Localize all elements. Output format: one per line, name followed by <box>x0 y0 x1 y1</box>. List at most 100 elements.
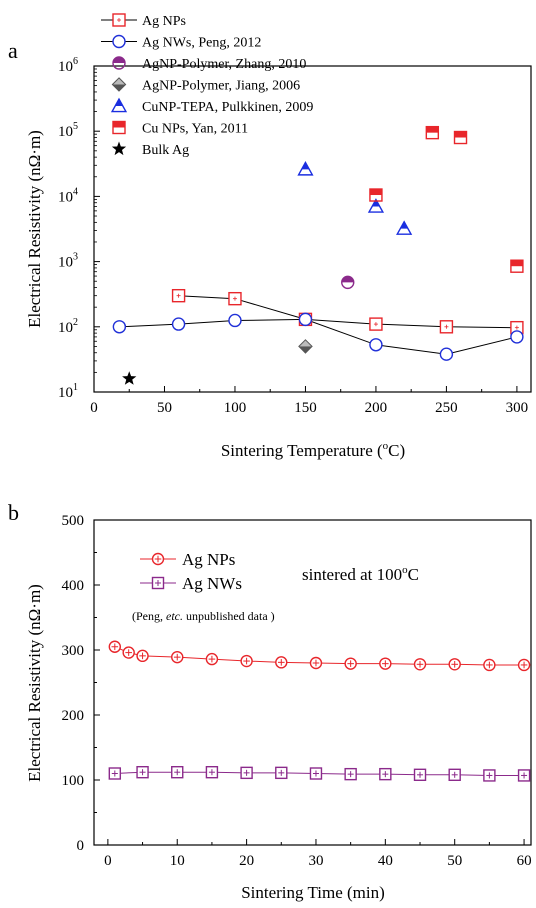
panel-b-point-ag-nws-1 <box>136 766 149 779</box>
panel-a-point-ag-nws-peng-2012-4 <box>369 338 383 352</box>
legend-a-marker-cunp-tepa-pulkkinen-2009 <box>110 97 128 113</box>
panel-a-point-cu-nps-yan-2011-2 <box>453 130 468 145</box>
panel-a-point-ag-nws-peng-2012-1 <box>171 317 186 331</box>
panel-b-x-tick-label-30: 30 <box>308 853 323 869</box>
panel-b-point-ag-nws-0 <box>108 767 122 780</box>
legend-a-label-ag-nws-peng-2012: Ag NWs, Peng, 2012 <box>142 36 261 51</box>
panel-b-point-ag-nws-9 <box>413 768 427 781</box>
panel-b-y-tick-label-500: 500 <box>62 513 85 529</box>
panel-a-y-axis-title: Electrical Resistivity (nΩ·m) <box>25 130 44 328</box>
panel-b-point-ag-nws-6 <box>309 767 323 780</box>
legend-a-marker-ag-nps <box>112 13 126 27</box>
panel-b-point-ag-nps-7 <box>309 656 323 670</box>
legend-b-label-ag-nws: Ag NWs <box>182 574 242 593</box>
legend-b-label-ag-nps: Ag NPs <box>182 550 235 569</box>
panel-b-point-ag-nps-0 <box>108 640 122 653</box>
panel-a-point-ag-nps-0 <box>171 288 186 303</box>
panel-a-legend: Ag NPs Ag NWs, Peng, 2012 AgNP-Polymer, Zh… <box>101 13 313 158</box>
panel-a-y-tick-label-1000000: 106 <box>58 56 78 75</box>
panel-b-point-ag-nws-12 <box>517 769 531 782</box>
panel-b-y-axis-title: Electrical Resistivity (nΩ·m) <box>25 584 44 782</box>
panel-a-point-ag-nps-3 <box>369 317 383 331</box>
panel-a-x-axis-title: Sintering Temperature (oC) <box>221 440 405 460</box>
panel-b-annotation: sintered at 100oC <box>302 564 419 584</box>
panel-a-y-tick-label-10: 101 <box>58 382 78 401</box>
panel-a-x-tick-label-100: 100 <box>224 400 247 416</box>
panel-a-point-agnp-polymer-jiang-2006-0 <box>298 339 313 354</box>
panel-a-point-cu-nps-yan-2011-0 <box>369 188 383 202</box>
panel-b-point-ag-nws-11 <box>483 769 496 782</box>
legend-a-marker-agnp-polymer-jiang-2006 <box>111 77 127 92</box>
panel-b-point-ag-nps-1 <box>122 646 135 659</box>
panel-b-point-ag-nps-2 <box>136 649 149 663</box>
panel-a-plot-frame <box>93 65 532 393</box>
panel-b-point-ag-nws-7 <box>344 767 357 781</box>
panel-b-point-ag-nws-4 <box>240 766 253 780</box>
legend-a-label-bulk-ag: Bulk Ag <box>142 143 189 158</box>
panel-a-point-ag-nws-peng-2012-5 <box>439 347 454 361</box>
legend-a-marker-cu-nps-yan-2011 <box>112 120 126 135</box>
panel-b-point-ag-nws-10 <box>448 768 461 781</box>
legend-a-marker-ag-nws-peng-2012 <box>112 34 126 49</box>
panel-a-point-cunp-tepa-pulkkinen-2009-0 <box>297 161 314 176</box>
panel-b-point-ag-nps-5 <box>240 654 253 668</box>
panel-a-y-tick-label-100000: 105 <box>58 121 78 140</box>
panel-b-y-tick-label-200: 200 <box>62 708 85 724</box>
panel-a-point-ag-nps-1 <box>228 291 242 306</box>
panel-a-point-bulk-ag-0 <box>122 371 137 385</box>
panel-a-point-ag-nws-peng-2012-6 <box>510 330 524 344</box>
panel-a-point-cunp-tepa-pulkkinen-2009-2 <box>396 220 413 235</box>
panel-b-legend: Ag NPs Ag NWs <box>140 550 242 593</box>
panel-a-point-ag-nws-peng-2012-3 <box>298 312 313 327</box>
panel-b-point-ag-nws-5 <box>275 766 288 780</box>
panel-a-point-ag-nws-peng-2012-0 <box>112 320 127 334</box>
panel-a-x-tick-label-300: 300 <box>506 400 529 416</box>
panel-a-point-cu-nps-yan-2011-1 <box>425 125 440 140</box>
panel-a-y-tick-label-10000: 104 <box>58 186 78 205</box>
legend-b-marker-ag-nps <box>151 552 165 566</box>
panel-b-y-tick-label-0: 0 <box>77 838 85 854</box>
panel-b-label: b <box>8 500 19 525</box>
panel-a-point-ag-nws-peng-2012-2 <box>228 313 242 328</box>
panel-b-point-ag-nws-2 <box>171 766 184 779</box>
panel-b-x-axis-title: Sintering Time (min) <box>241 883 385 902</box>
legend-a-label-cu-nps-yan-2011: Cu NPs, Yan, 2011 <box>142 122 248 137</box>
legend-a-label-agnp-polymer-zhang-2010: AgNP-Polymer, Zhang, 2010 <box>142 57 306 72</box>
panel-a-label: a <box>8 38 18 63</box>
panel-b-x-tick-label-60: 60 <box>517 853 532 869</box>
panel-a-x-tick-label-250: 250 <box>435 400 458 416</box>
panel-b-y-tick-label-300: 300 <box>62 643 85 659</box>
panel-b-point-ag-nps-8 <box>344 657 357 670</box>
panel-b-point-ag-nps-9 <box>379 657 392 670</box>
panel-b-point-ag-nps-12 <box>483 658 496 672</box>
panel-b-point-ag-nws-3 <box>205 766 219 779</box>
legend-a-marker-bulk-ag <box>111 141 127 156</box>
panel-a: a 0 50 100 150 200 250 300 101 102 103 104 105 106 A… <box>8 13 532 460</box>
panel-b-x-tick-label-50: 50 <box>447 853 462 869</box>
panel-b-axes: 0 10 20 30 40 50 60 0 100 200 300 400 500 <box>62 513 532 869</box>
panel-b-point-ag-nws-8 <box>379 767 392 781</box>
legend-b-marker-ag-nws <box>151 576 165 590</box>
panel-a-y-tick-label-100: 102 <box>58 317 78 336</box>
panel-a-point-cunp-tepa-pulkkinen-2009-1 <box>367 198 385 213</box>
panel-b-point-ag-nps-11 <box>448 658 461 671</box>
panel-b-markers <box>108 640 531 782</box>
panel-b-y-tick-label-100: 100 <box>62 773 85 789</box>
legend-a-label-agnp-polymer-jiang-2006: AgNP-Polymer, Jiang, 2006 <box>142 79 300 94</box>
panel-b-note: (Peng, etc. unpublished data ) <box>132 609 275 623</box>
panel-a-markers <box>112 125 524 385</box>
panel-a-axes: 0 50 100 150 200 250 300 101 102 103 104 105 106 <box>58 56 528 416</box>
panel-a-y-tick-label-1000: 103 <box>58 252 78 271</box>
panel-a-x-tick-label-0: 0 <box>90 400 98 416</box>
panel-b-point-ag-nps-6 <box>275 656 288 669</box>
panel-b-point-ag-nps-4 <box>205 652 219 666</box>
panel-b-x-tick-label-20: 20 <box>239 853 254 869</box>
panel-b-x-tick-label-40: 40 <box>378 853 393 869</box>
panel-b-point-ag-nps-3 <box>171 650 184 664</box>
panel-b-point-ag-nps-13 <box>517 658 531 672</box>
panel-a-x-tick-label-200: 200 <box>365 400 388 416</box>
panel-b-x-tick-label-0: 0 <box>104 853 112 869</box>
panel-a-point-cu-nps-yan-2011-3 <box>510 259 524 273</box>
